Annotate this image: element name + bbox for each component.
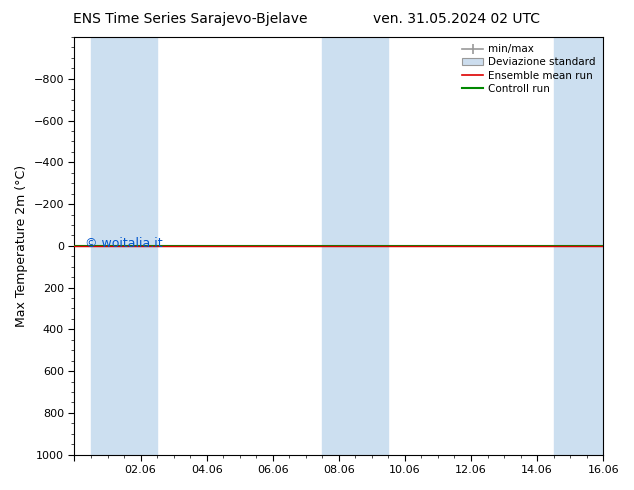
Legend: min/max, Deviazione standard, Ensemble mean run, Controll run: min/max, Deviazione standard, Ensemble m… [458, 40, 600, 98]
Text: ENS Time Series Sarajevo-Bjelave: ENS Time Series Sarajevo-Bjelave [73, 12, 307, 26]
Y-axis label: Max Temperature 2m (°C): Max Temperature 2m (°C) [15, 165, 28, 327]
Bar [553, 37, 603, 455]
Text: © woitalia.it: © woitalia.it [85, 237, 163, 250]
Text: ven. 31.05.2024 02 UTC: ven. 31.05.2024 02 UTC [373, 12, 540, 26]
Bar [91, 37, 157, 455]
Bar [322, 37, 389, 455]
